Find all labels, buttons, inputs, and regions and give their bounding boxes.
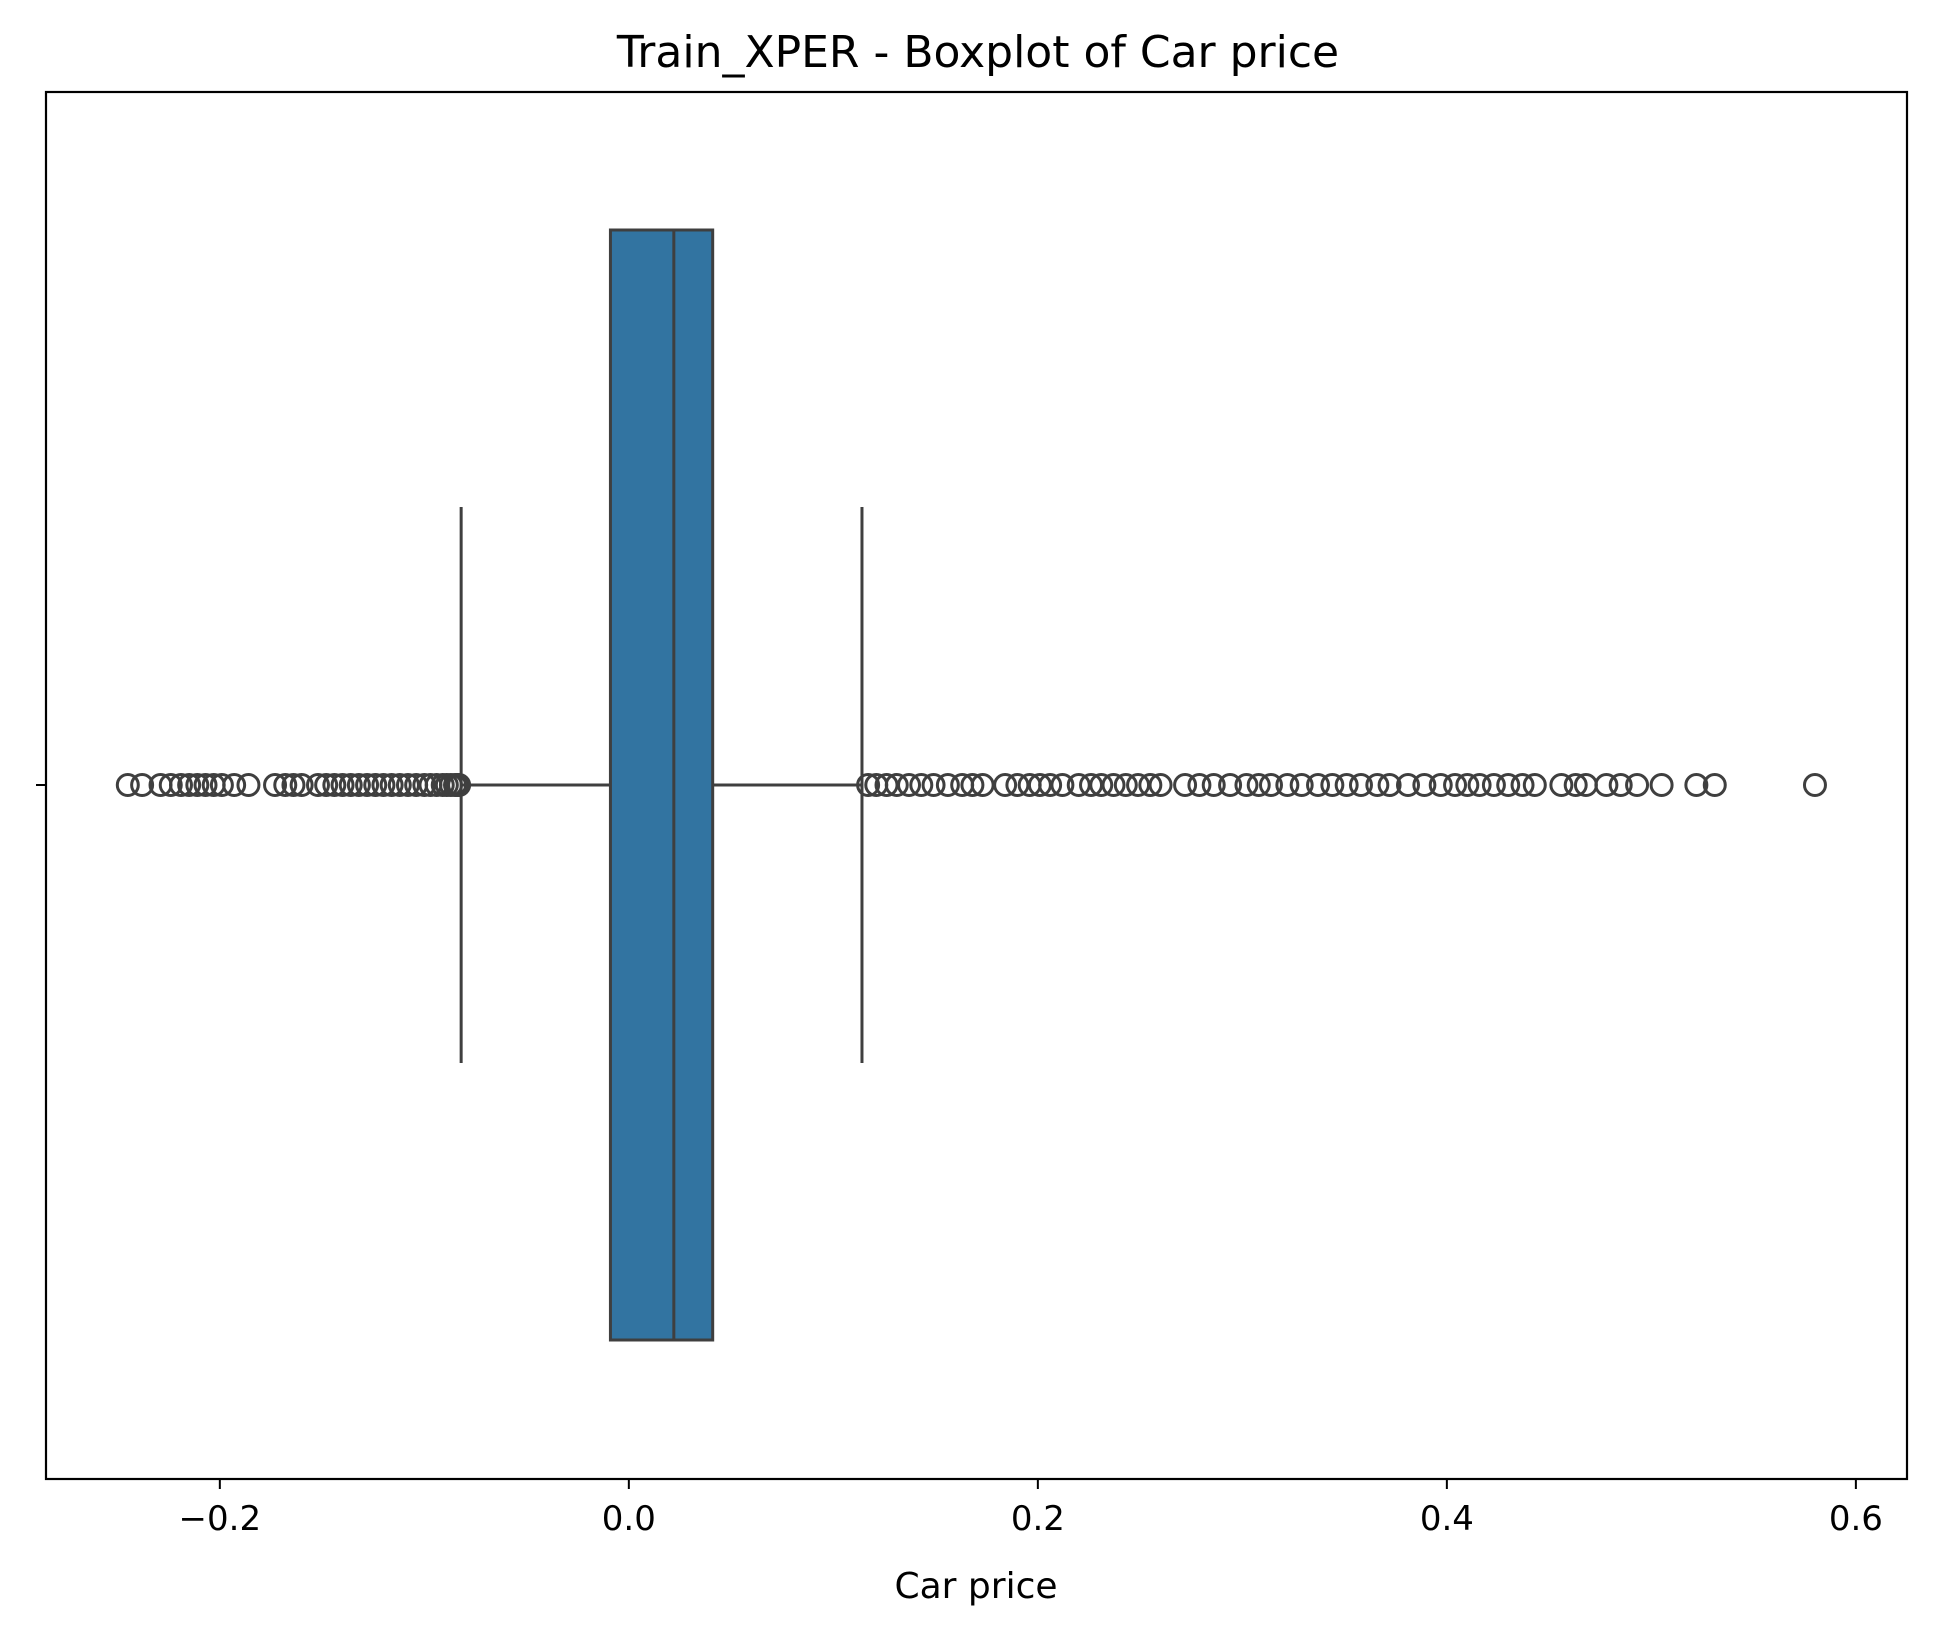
outlier-point: [168, 773, 193, 797]
outlier-point: [884, 773, 909, 797]
outlier-point: [1649, 773, 1674, 797]
outlier-point: [897, 773, 922, 797]
outlier-point: [1246, 773, 1271, 797]
outlier-point: [1289, 773, 1314, 797]
outlier-point: [909, 773, 934, 797]
outlier-point: [130, 773, 155, 797]
outlier-point: [935, 773, 960, 797]
outlier-point: [1234, 773, 1259, 797]
outlier-point: [1481, 773, 1506, 797]
x-tick-label: 0.2: [1011, 1499, 1065, 1539]
outlier-point: [993, 773, 1018, 797]
outlier-point: [236, 773, 261, 797]
outlier-point: [346, 773, 371, 797]
outlier-point: [1608, 773, 1633, 797]
outlier-point: [289, 773, 314, 797]
outlier-point: [363, 773, 388, 797]
outlier-point: [177, 773, 202, 797]
outlier-point: [387, 773, 412, 797]
outlier-point: [1496, 773, 1521, 797]
outlier-point: [115, 773, 140, 797]
outlier-point: [158, 773, 183, 797]
outlier-point: [1334, 773, 1359, 797]
outlier-point: [1258, 773, 1283, 797]
outlier-point: [193, 773, 218, 797]
outlier-point: [1684, 773, 1709, 797]
outlier-point: [1173, 773, 1198, 797]
outlier-point: [1101, 773, 1126, 797]
outlier-point: [1365, 773, 1390, 797]
x-tick-label: 0.4: [1420, 1499, 1474, 1539]
outlier-point: [1089, 773, 1114, 797]
outlier-point: [1138, 773, 1163, 797]
outlier-point: [222, 773, 247, 797]
outlier-point: [1563, 773, 1588, 797]
outlier-point: [1522, 773, 1547, 797]
outlier-point: [281, 773, 306, 797]
outlier-point: [1510, 773, 1535, 797]
outlier-point: [1218, 773, 1243, 797]
outlier-point: [185, 773, 210, 797]
x-axis-label: Car price: [894, 1566, 1057, 1607]
plot-area: [115, 228, 1827, 1342]
outlier-point: [1148, 773, 1173, 797]
outlier-point: [1549, 773, 1574, 797]
outlier-point: [322, 773, 347, 797]
outlier-point: [1396, 773, 1421, 797]
outlier-point: [447, 773, 472, 797]
x-tick-label: 0.0: [602, 1499, 656, 1539]
outlier-point: [371, 773, 396, 797]
x-tick-label: 0.6: [1829, 1499, 1883, 1539]
outlier-point: [1050, 773, 1075, 797]
outlier-point: [355, 773, 380, 797]
outlier-point: [1187, 773, 1212, 797]
outlier-point: [379, 773, 404, 797]
outlier-point: [1802, 773, 1827, 797]
iqr-box: [608, 228, 715, 1342]
outlier-point: [1412, 773, 1437, 797]
outlier-point: [1467, 773, 1492, 797]
outlier-point: [330, 773, 355, 797]
outlier-point: [1306, 773, 1331, 797]
x-tick-label: −0.2: [179, 1499, 262, 1539]
outlier-point: [960, 773, 985, 797]
outlier-point: [263, 773, 288, 797]
outlier-point: [1428, 773, 1453, 797]
outlier-point: [273, 773, 298, 797]
outlier-point: [314, 773, 339, 797]
outlier-point: [338, 773, 363, 797]
x-axis: −0.2 0.0 0.2 0.4 0.6: [36, 784, 1883, 1539]
outlier-point: [1113, 773, 1138, 797]
chart-title: Train_XPER - Boxplot of Car price: [616, 27, 1339, 78]
outlier-point: [1377, 773, 1402, 797]
outlier-point: [1443, 773, 1468, 797]
outlier-point: [921, 773, 946, 797]
outlier-point: [1625, 773, 1650, 797]
outlier-point: [856, 773, 881, 797]
outlier-point: [305, 773, 330, 797]
outlier-point: [1320, 773, 1345, 797]
outlier-point: [1275, 773, 1300, 797]
outlier-point: [1455, 773, 1480, 797]
outlier-point: [1201, 773, 1226, 797]
outlier-point: [1594, 773, 1619, 797]
outlier-point: [1038, 773, 1063, 797]
outlier-point: [1348, 773, 1373, 797]
outlier-point: [1702, 773, 1727, 797]
axes-frame: [44, 90, 1909, 1481]
outlier-point: [209, 773, 234, 797]
